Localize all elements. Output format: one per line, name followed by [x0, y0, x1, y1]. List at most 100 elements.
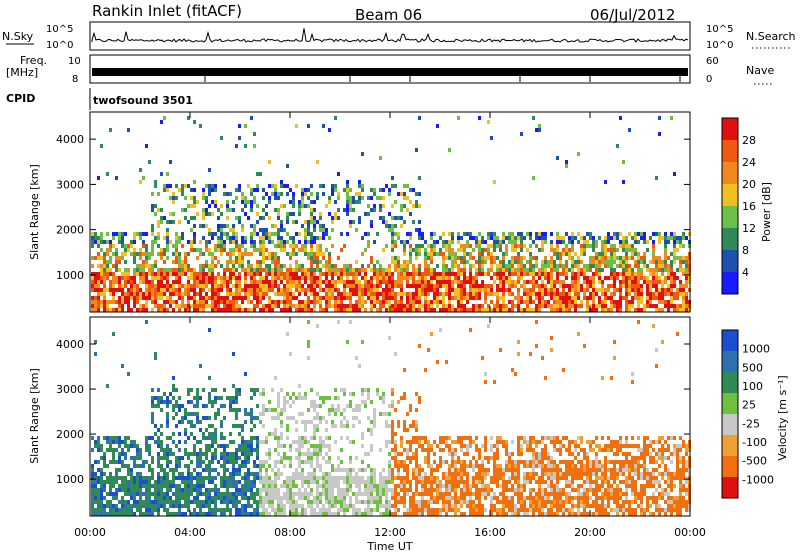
velocity-cell-598	[202, 492, 205, 496]
velocity-cell-1356	[328, 396, 331, 400]
velocity-cell-1186	[301, 452, 304, 456]
velocity-cell-288	[151, 492, 154, 496]
power-cell-2512	[553, 288, 556, 292]
power-cell-1226	[304, 292, 307, 296]
power-cell-2135	[472, 256, 475, 260]
power-cell-1613	[373, 288, 376, 292]
power-cell-2128	[472, 296, 475, 300]
velocity-cell-51	[100, 488, 103, 492]
power-cell-1703	[391, 288, 394, 292]
power-cell-2842	[622, 276, 625, 280]
power-cell-1505	[349, 204, 352, 208]
power-cell-329	[157, 276, 160, 280]
velocity-cell-380	[166, 488, 169, 492]
power-cell-2645	[580, 300, 583, 304]
velocity-cell-372	[163, 448, 166, 452]
power-cell-1234	[304, 244, 307, 248]
power-cell-1210	[301, 284, 304, 288]
power-cell-2547	[559, 264, 562, 268]
velocity-cell-150	[121, 464, 124, 468]
power-cell-2778	[607, 232, 610, 236]
velocity-cell-943	[259, 512, 262, 516]
power-cell-2471	[544, 284, 547, 288]
power-cell-1801	[406, 260, 409, 264]
velocity-cell-1202	[304, 440, 307, 444]
power-cell-2033	[451, 256, 454, 260]
power-cell-1033	[271, 232, 274, 236]
power-cell-427	[175, 292, 178, 296]
power-cell-1558	[361, 284, 364, 288]
power-cell-2317	[511, 260, 514, 264]
velocity-cell-781	[232, 468, 235, 472]
velocity-cell-1581	[376, 484, 379, 488]
power-cell-992	[265, 256, 268, 260]
velocity-cell-252	[145, 512, 148, 516]
power-cell-1313	[316, 284, 319, 288]
power-cell-1237	[304, 232, 307, 236]
velocity-cell-1234	[310, 480, 313, 484]
velocity-cell-1514	[361, 340, 364, 344]
velocity-cell-814	[235, 392, 238, 396]
velocity-cell-1361	[331, 492, 334, 496]
velocity-cell-1034	[274, 436, 277, 440]
power-cell-2899	[631, 252, 634, 256]
velocity-cell-1513	[361, 388, 364, 392]
power-cbar-swatch-4	[722, 184, 738, 206]
power-cell-1502	[349, 224, 352, 228]
power-cell-1841	[415, 300, 418, 304]
power-cell-613	[205, 196, 208, 200]
power-cell-1195	[298, 280, 301, 284]
velocity-cell-987	[265, 468, 268, 472]
velocity-cell-371	[163, 452, 166, 456]
power-cell-2846	[622, 260, 625, 264]
power-cell-2780	[610, 304, 613, 308]
velocity-cell-501	[187, 504, 190, 508]
power-cell-659	[214, 292, 217, 296]
power-cell-2862	[625, 276, 628, 280]
velocity-cell-1525	[364, 400, 367, 404]
velocity-cell-1413	[340, 424, 343, 428]
power-cell-1774	[403, 304, 406, 308]
velocity-cell-729	[223, 468, 226, 472]
power-cell-1469	[343, 208, 346, 212]
velocity-cell-1282	[316, 424, 319, 428]
power-cell-1989	[442, 240, 445, 244]
power-cell-3090	[673, 280, 676, 284]
power-cell-1053	[274, 196, 277, 200]
power-cell-2627	[574, 252, 577, 256]
power-cell-529	[193, 288, 196, 292]
velocity-cell-888	[250, 512, 253, 516]
power-cell-3107	[676, 276, 679, 280]
power-cell-1481	[346, 232, 349, 236]
power-cell-334	[157, 236, 160, 240]
power-cell-2972	[649, 300, 652, 304]
velocity-cell-413	[172, 512, 175, 516]
velocity-cell-656	[211, 480, 214, 484]
power-cell-1941	[433, 288, 436, 292]
power-cell-2101	[466, 300, 469, 304]
power-cell-1161	[292, 252, 295, 256]
velocity-cell-1079	[283, 508, 286, 512]
velocity-cell-15	[94, 512, 97, 516]
velocity-cell-1501	[361, 512, 364, 516]
power-cell-885	[250, 272, 253, 276]
power-cell-2666	[583, 240, 586, 244]
power-cell-1746	[397, 272, 400, 276]
power-cell-1799	[406, 268, 409, 272]
power-cell-1188	[295, 124, 298, 128]
power-cell-2886	[628, 244, 631, 248]
power-cell-2737	[601, 308, 604, 312]
power-cell-890	[250, 240, 253, 244]
power-cell-2407	[529, 232, 532, 236]
velocity-cell-88	[109, 492, 112, 496]
power-cell-865	[247, 300, 250, 304]
power-cell-2788	[610, 264, 613, 268]
power-cell-2119	[469, 268, 472, 272]
power-cell-1487	[346, 192, 349, 196]
power-cell-1743	[397, 284, 400, 288]
power-cell-3065	[667, 264, 670, 268]
power-cell-2458	[541, 272, 544, 276]
velocity-cell-709	[220, 476, 223, 480]
power-cell-1239	[304, 220, 307, 224]
power-cell-2392	[526, 232, 529, 236]
